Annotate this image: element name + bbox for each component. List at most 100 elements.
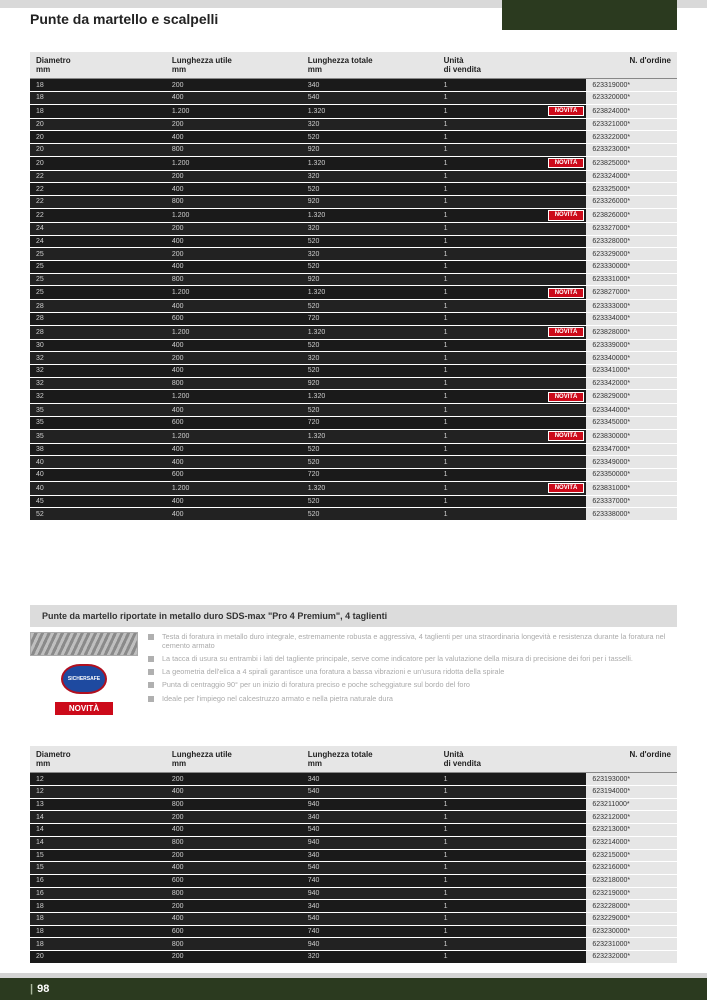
table-cell: 18	[30, 79, 166, 92]
novita-pill-badge: NOVITÀ	[55, 702, 113, 715]
table-cell: 40	[30, 469, 166, 482]
table-cell: 1	[438, 508, 529, 521]
novita-badge: NOVITÀ	[548, 288, 585, 298]
badge-cell: NOVITÀ	[528, 104, 586, 118]
table-cell: 18	[30, 900, 166, 913]
table-cell: 400	[166, 404, 302, 417]
product-section-band: Punte da martello riportate in metallo d…	[30, 605, 677, 627]
table-cell: 600	[166, 312, 302, 325]
table-cell: 1	[438, 849, 529, 862]
table-row: 124005401623194000*	[30, 786, 677, 799]
table-cell: 1	[438, 925, 529, 938]
order-number-cell: 623349000*	[586, 456, 677, 469]
table-cell: 400	[166, 339, 302, 352]
table-row: 244005201623328000*	[30, 235, 677, 248]
table-row: 168009401623219000*	[30, 887, 677, 900]
table-cell: 1	[438, 339, 529, 352]
badge-cell	[528, 874, 586, 887]
table-cell: 14	[30, 836, 166, 849]
order-number-cell: 623330000*	[586, 260, 677, 273]
table-cell: 400	[166, 786, 302, 799]
table-cell: 400	[166, 300, 302, 313]
table-cell: 18	[30, 912, 166, 925]
col-lunghezza-utile: Lunghezza utilemm	[166, 52, 302, 79]
table-cell: 520	[302, 339, 438, 352]
table-cell: 920	[302, 377, 438, 390]
order-number-cell: 623228000*	[586, 900, 677, 913]
badge-cell	[528, 196, 586, 209]
table-cell: 18	[30, 92, 166, 105]
order-number-cell: 623326000*	[586, 196, 677, 209]
table-cell: 20	[30, 131, 166, 144]
badge-cell: NOVITÀ	[528, 481, 586, 495]
section-band-title: Punte da martello riportate in metallo d…	[42, 611, 387, 621]
badge-cell: NOVITÀ	[528, 156, 586, 170]
order-number-cell: 623826000*	[586, 208, 677, 222]
order-number-cell: 623230000*	[586, 925, 677, 938]
table-cell: 35	[30, 404, 166, 417]
table-cell: 40	[30, 456, 166, 469]
badge-cell	[528, 836, 586, 849]
badge-cell	[528, 773, 586, 786]
table-cell: 45	[30, 495, 166, 508]
badge-cell	[528, 443, 586, 456]
table-cell: 1.200	[166, 325, 302, 339]
table-row: 321.2001.3201NOVITÀ623829000*	[30, 390, 677, 404]
table-cell: 1	[438, 951, 529, 964]
badge-cell	[528, 887, 586, 900]
badge-cell	[528, 912, 586, 925]
table-row: 406007201623350000*	[30, 469, 677, 482]
col-unita: Unitàdi vendita	[438, 746, 529, 773]
table-cell: 520	[302, 443, 438, 456]
table-cell: 800	[166, 798, 302, 811]
table-cell: 320	[302, 170, 438, 183]
table-cell: 32	[30, 377, 166, 390]
table-cell: 200	[166, 222, 302, 235]
badge-cell	[528, 798, 586, 811]
badge-cell: NOVITÀ	[528, 429, 586, 443]
order-number-cell: 623345000*	[586, 417, 677, 430]
table-cell: 20	[30, 144, 166, 157]
table-cell: 22	[30, 208, 166, 222]
table-cell: 940	[302, 798, 438, 811]
order-number-cell: 623329000*	[586, 248, 677, 261]
table-cell: 1	[438, 404, 529, 417]
order-number-cell: 623229000*	[586, 912, 677, 925]
badge-cell	[528, 456, 586, 469]
badge-cell	[528, 417, 586, 430]
badge-cell	[528, 495, 586, 508]
bullet-row: Ideale per l'impiego nel calcestruzzo ar…	[148, 694, 677, 703]
table-row: 328009201623342000*	[30, 377, 677, 390]
col-lunghezza-totale: Lunghezza totalemm	[302, 746, 438, 773]
table-cell: 1.200	[166, 156, 302, 170]
table-row: 204005201623322000*	[30, 131, 677, 144]
order-number-cell: 623339000*	[586, 339, 677, 352]
table-cell: 1.320	[302, 286, 438, 300]
novita-badge: NOVITÀ	[548, 327, 585, 337]
table-cell: 1	[438, 938, 529, 951]
table-cell: 18	[30, 925, 166, 938]
order-number-cell: 623340000*	[586, 352, 677, 365]
table-cell: 1.320	[302, 208, 438, 222]
col-badge-spacer	[528, 52, 586, 79]
table-cell: 1	[438, 900, 529, 913]
table-cell: 1	[438, 429, 529, 443]
table-cell: 940	[302, 836, 438, 849]
table-cell: 1	[438, 156, 529, 170]
table-cell: 1.200	[166, 104, 302, 118]
header-dark-tab	[502, 0, 677, 30]
badge-cell	[528, 260, 586, 273]
table-cell: 540	[302, 786, 438, 799]
table-cell: 1	[438, 260, 529, 273]
bullet-text: Punta di centraggio 90° per un inizio di…	[162, 680, 470, 689]
table-cell: 600	[166, 925, 302, 938]
table-cell: 1	[438, 208, 529, 222]
table-cell: 25	[30, 260, 166, 273]
badge-cell: NOVITÀ	[528, 390, 586, 404]
table-row: 184005401623320000*	[30, 92, 677, 105]
badge-cell	[528, 508, 586, 521]
table-cell: 720	[302, 469, 438, 482]
table-cell: 800	[166, 938, 302, 951]
table-cell: 200	[166, 849, 302, 862]
table-cell: 1	[438, 773, 529, 786]
